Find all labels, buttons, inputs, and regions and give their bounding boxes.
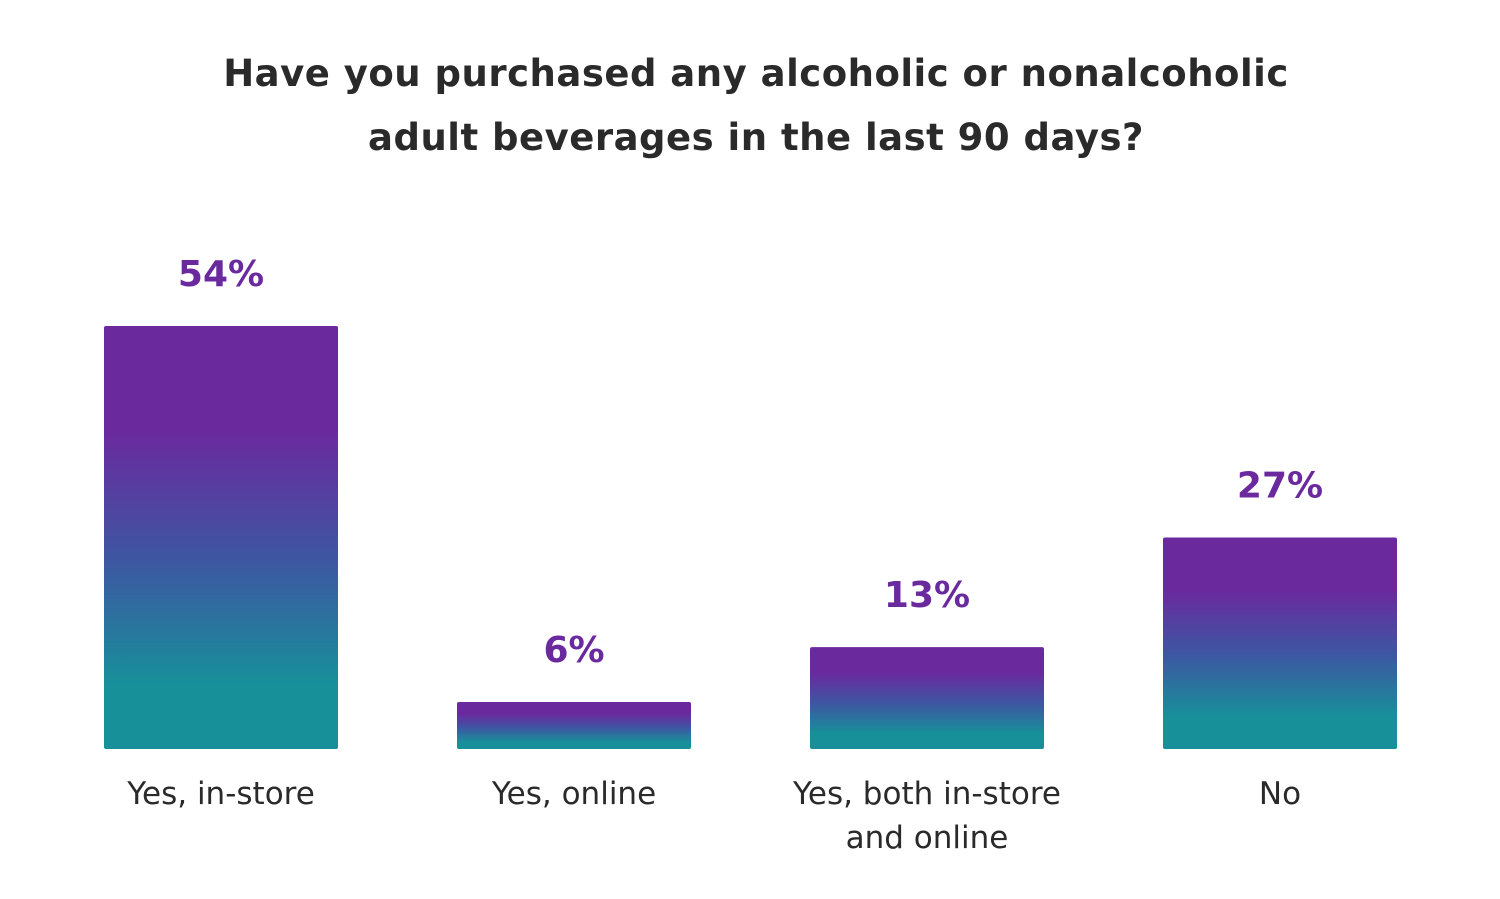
bar-4	[1163, 537, 1397, 749]
chart-title: Have you purchased any alcoholic or nona…	[223, 52, 1289, 159]
value-labels-group: 54% 6% 13% 27%	[178, 254, 1323, 671]
value-label-1: 54%	[178, 254, 264, 295]
bar-2	[457, 702, 691, 749]
bars-group	[104, 326, 1397, 749]
category-labels-group: Yes, in-store Yes, online Yes, both in-sto…	[126, 776, 1301, 856]
category-label-3-line-1: Yes, both in-store	[792, 776, 1061, 812]
category-label-4: No	[1259, 776, 1301, 812]
bar-1	[104, 326, 338, 749]
bar-3	[810, 647, 1044, 749]
category-label-1: Yes, in-store	[126, 776, 315, 812]
value-label-4: 27%	[1237, 466, 1323, 507]
category-label-3-line-2: and online	[846, 820, 1009, 856]
value-label-3: 13%	[884, 575, 970, 616]
category-label-2: Yes, online	[491, 776, 656, 812]
value-label-2: 6%	[543, 630, 604, 671]
